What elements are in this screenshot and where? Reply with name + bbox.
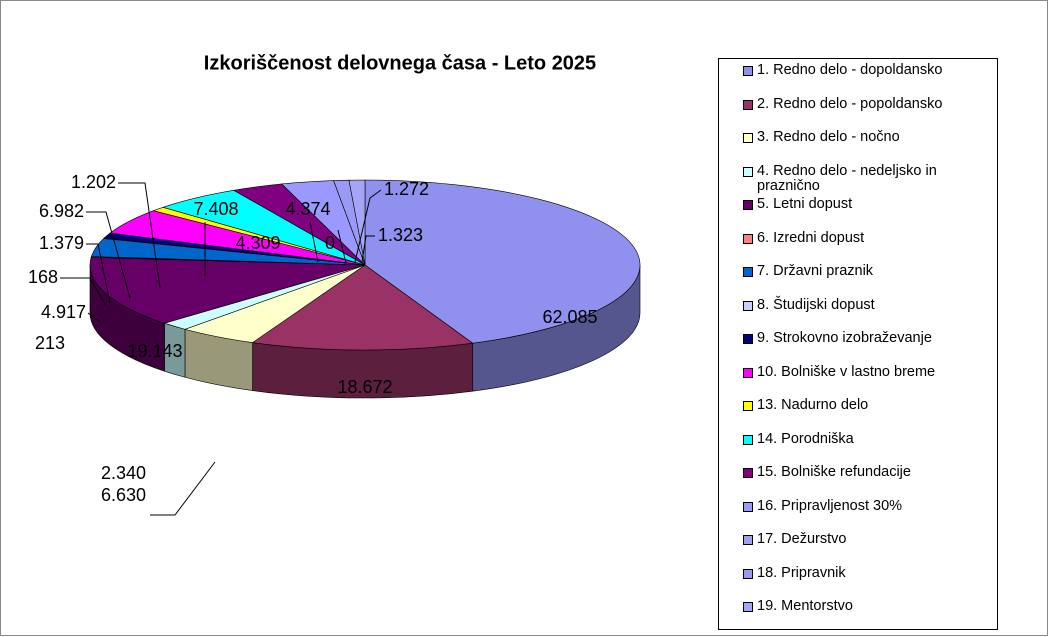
legend-item: 18. Pripravnik [719,564,997,600]
legend-item: 4. Redno delo - nedeljsko in praznično [719,162,997,198]
legend-label: 2. Redno delo - popoldansko [757,95,943,112]
leader-line [87,312,101,323]
legend-swatch [743,300,753,311]
legend-item: 16. Pripravljenost 30% [719,497,997,533]
legend-label: 16. Pripravljenost 30% [757,497,903,514]
data-label: 6.630 [101,485,146,505]
legend-item: 3. Redno delo - nočno [719,130,997,164]
legend-swatch [743,434,753,445]
data-label: 4.917 [41,302,86,322]
legend-swatch [743,367,753,378]
legend-label: 19. Mentorstvo [757,598,853,614]
data-label: 4.309 [235,233,280,253]
legend-item: 7. Državni praznik [719,264,997,298]
data-label: 1.272 [384,179,429,199]
slice [89,256,366,324]
legend-swatch [743,99,753,110]
legend-swatch [743,568,753,579]
data-label: 1.379 [39,233,84,253]
legend-swatch [743,535,753,545]
leader-line [309,221,319,263]
legend-swatch [743,334,753,344]
legend: 1. Redno delo - dopoldansko 2. Redno delo… [718,58,998,630]
leader-line [150,461,216,516]
leader-line [354,189,382,263]
legend-label: 14. Porodniška [757,430,854,447]
slice [251,264,474,351]
data-label: 168 [28,267,58,287]
pie-tops [89,179,641,351]
data-label: 7.408 [193,199,238,219]
data-label: 6.982 [39,201,84,221]
legend-item: 15. Bolniške refundacije [719,465,997,499]
data-label: 18.672 [337,377,392,397]
legend-label: 15. Bolniške refundacije [757,464,911,480]
legend-label: 17. Dežurstvo [757,531,847,547]
leader-line [86,211,131,299]
legend-item: 17. Dežurstvo [719,532,997,566]
legend-item: 13. Nadurno delo [719,398,997,432]
leader-line [361,235,375,263]
legend-swatch [743,200,753,210]
legend-swatch [743,267,753,277]
legend-item: 6. Izredni dopust [719,229,997,265]
legend-label: 13. Nadurno delo [757,397,869,413]
leader-line [86,243,111,304]
legend-swatch [743,133,753,143]
slice [348,179,366,266]
data-label: 4.374 [285,199,330,219]
legend-swatch [743,401,753,411]
legend-item: 1. Redno delo - dopoldansko [719,63,997,97]
legend-swatch [743,233,753,244]
legend-label: 4. Redno delo - nedeljsko in praznično [757,162,937,194]
leader-line [60,277,107,307]
legend-item: 8. Študijski dopust [719,296,997,332]
legend-swatch [743,66,753,76]
data-label: 62.085 [542,307,597,327]
legend-swatch [743,501,753,512]
data-label: 1.323 [378,225,423,245]
legend-label: 5. Letni dopust [757,196,853,212]
legend-item: 10. Bolniške v lastno breme [719,363,997,399]
legend-label: 7. Državni praznik [757,263,874,279]
legend-item: 19. Mentorstvo [719,599,997,633]
legend-label: 6. Izredni dopust [757,229,865,246]
legend-item: 2. Redno delo - popoldansko [719,95,997,131]
data-label: 1.202 [71,172,116,192]
legend-item: 5. Letni dopust [719,197,997,231]
legend-label: 9. Strokovno izobraževanje [757,330,932,346]
legend-label: 1. Redno delo - dopoldansko [757,62,943,78]
legend-label: 10. Bolniške v lastno breme [757,363,936,380]
data-label: 2.340 [101,463,146,483]
legend-item: 14. Porodniška [719,430,997,466]
legend-label: 3. Redno delo - nočno [757,129,900,145]
legend-swatch [743,468,753,478]
legend-swatch [743,602,753,612]
legend-label: 18. Pripravnik [757,564,846,581]
legend-item: 9. Strokovno izobraževanje [719,331,997,365]
leader-line [118,182,161,289]
legend-label: 8. Študijski dopust [757,296,875,313]
data-label: 213 [35,333,65,353]
slice [364,179,641,344]
data-label: 0 [325,233,335,253]
data-label: 19.143 [127,341,182,361]
pie-sides [89,264,641,399]
chart-title: Izkoriščenost delovnega časa - Leto 2025 [204,52,596,74]
leader-line [337,229,347,264]
legend-swatch [743,166,753,177]
